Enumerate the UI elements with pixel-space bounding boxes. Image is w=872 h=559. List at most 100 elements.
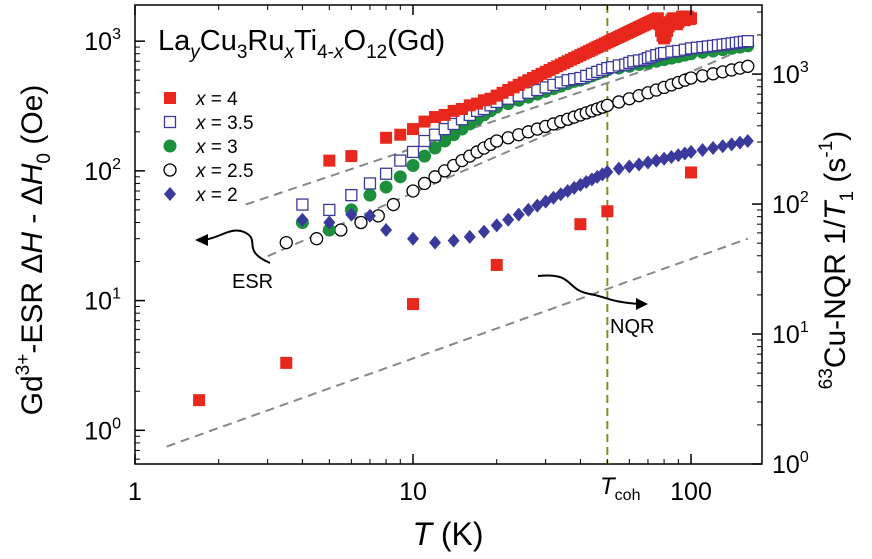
right-tick-label: 102 <box>772 189 809 219</box>
legend-var: x <box>195 137 207 158</box>
legend-marker <box>163 139 177 153</box>
left-tick-label: 102 <box>84 156 121 186</box>
right-tick-label: 101 <box>772 319 809 349</box>
series-2 <box>296 133 754 250</box>
data-point <box>407 298 420 311</box>
data-point <box>394 128 407 141</box>
data-point <box>684 71 698 85</box>
data-point <box>363 208 376 223</box>
legend-label: x = 4 <box>195 89 238 110</box>
tcoh-label: Tcoh <box>600 473 640 504</box>
data-point <box>612 161 625 176</box>
data-point <box>502 212 515 227</box>
data-point <box>696 142 709 157</box>
data-point <box>345 207 358 222</box>
legend-marker <box>163 163 177 177</box>
data-point <box>323 215 336 230</box>
plot-frame <box>134 4 763 465</box>
tick-exponent: 2 <box>800 189 809 206</box>
data-point <box>296 198 309 211</box>
series-4 <box>323 10 698 167</box>
legend-marker <box>164 187 176 201</box>
nqr-annotation: NQR <box>610 316 654 338</box>
left-tick-label: 103 <box>84 26 121 56</box>
tick-exponent: 0 <box>800 449 809 466</box>
data-point <box>623 159 636 174</box>
data-point <box>363 188 377 202</box>
tick-exponent: 1 <box>112 286 121 303</box>
x-tick-label: 100 <box>670 478 712 506</box>
legend-marker <box>163 115 177 129</box>
left-tick-label: 101 <box>84 286 121 316</box>
data-point <box>322 223 336 237</box>
legend: x = 4x = 3.5x = 3x = 2.5x = 2 <box>163 89 254 206</box>
data-point <box>345 150 358 163</box>
legend-label: x = 3 <box>195 137 238 158</box>
tick-exponent: 1 <box>800 319 809 336</box>
compound-title: LayCu3RuxTi4-xO12(Gd) <box>158 25 445 63</box>
data-point <box>741 59 755 73</box>
data-point <box>641 155 654 170</box>
tick-mantissa: 10 <box>772 321 800 349</box>
data-point <box>574 218 587 231</box>
tick-mantissa: 10 <box>772 191 800 219</box>
data-point <box>428 141 442 155</box>
data-point <box>490 218 503 233</box>
data-point <box>477 224 490 239</box>
data-point <box>280 356 293 369</box>
data-point <box>334 223 348 237</box>
fit-line <box>166 237 749 448</box>
data-point <box>741 133 754 148</box>
tick-mantissa: 10 <box>84 417 112 445</box>
data-point <box>418 115 431 128</box>
x-tick-label: 10 <box>399 478 427 506</box>
left-tick-label: 100 <box>84 415 121 445</box>
data-point <box>386 197 401 212</box>
tick-exponent: 2 <box>112 156 121 173</box>
legend-label: x = 2.5 <box>195 161 254 182</box>
esr-annotation: ESR <box>232 271 273 293</box>
data-point <box>345 188 358 202</box>
data-point <box>463 229 476 244</box>
data-point <box>279 235 293 250</box>
right-tick-label: 100 <box>772 449 809 479</box>
data-point <box>406 145 420 159</box>
data-point <box>650 153 663 168</box>
data-point <box>393 170 407 184</box>
data-point <box>600 98 614 113</box>
fit-lines <box>166 5 749 464</box>
tick-mantissa: 10 <box>772 451 800 479</box>
legend-marker <box>164 92 176 104</box>
data-point <box>685 144 698 159</box>
legend-label: x = 3.5 <box>195 113 254 134</box>
x-axis-title: T (K) <box>412 516 483 552</box>
data-point <box>418 134 431 148</box>
data-point <box>725 137 738 152</box>
data-point <box>429 111 442 124</box>
data-point <box>490 134 504 148</box>
data-point <box>601 205 614 218</box>
data-point <box>418 149 432 163</box>
right-tick-label: 103 <box>772 59 809 89</box>
right-axis-title: 63Cu-NQR 1/T1 (s-1) <box>816 131 858 390</box>
data-point <box>354 215 368 230</box>
legend-value: = 3.5 <box>206 113 254 134</box>
tick-mantissa: 10 <box>84 288 112 316</box>
data-point <box>406 159 420 173</box>
esr-arrowhead <box>195 234 208 246</box>
data-point <box>685 166 698 179</box>
tick-exponent: 0 <box>112 415 121 432</box>
data-point <box>379 167 393 180</box>
legend-value: = 2 <box>206 185 238 206</box>
legend-value: = 2.5 <box>206 161 254 182</box>
tick-exponent: 3 <box>112 26 121 43</box>
data-point <box>363 177 377 190</box>
legend-var: x <box>195 161 207 182</box>
data-point <box>296 212 309 227</box>
data-point <box>741 35 754 48</box>
data-point <box>380 223 393 238</box>
data-point <box>407 123 420 136</box>
data-point <box>707 141 720 156</box>
